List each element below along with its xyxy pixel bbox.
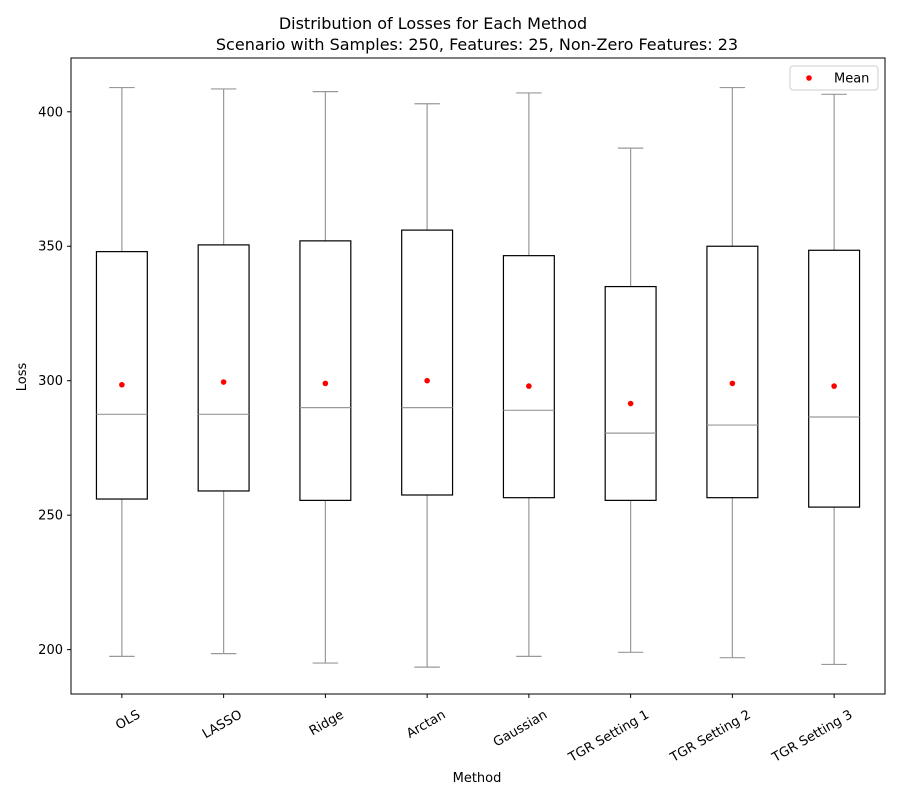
y-tick-label: 350: [38, 240, 63, 255]
legend: Mean: [789, 65, 879, 91]
mean-marker: [220, 379, 227, 385]
box-group: [604, 147, 657, 653]
box-group: [502, 92, 555, 657]
box-group: [299, 91, 352, 664]
box: [808, 249, 861, 508]
plot-frame: [70, 57, 886, 695]
mean-marker: [627, 400, 634, 407]
legend-frame: [789, 65, 879, 91]
box: [502, 255, 555, 499]
y-axis-label: Loss: [15, 363, 30, 392]
y-tick-label: 400: [38, 105, 63, 120]
y-tick-label: 300: [38, 374, 63, 389]
chart-subtitle: Scenario with Samples: 250, Features: 25…: [216, 35, 738, 54]
box: [706, 245, 759, 499]
mean-marker: [424, 377, 430, 384]
box: [95, 251, 148, 500]
mean-marker: [831, 383, 837, 389]
x-axis-label: Method: [453, 771, 502, 786]
box-group: [197, 88, 250, 655]
box-group: [808, 93, 861, 666]
box: [401, 229, 454, 496]
box-group: [95, 86, 148, 657]
box: [299, 240, 352, 501]
mean-marker: [322, 380, 329, 387]
box: [604, 285, 657, 501]
box-group: [401, 103, 454, 668]
legend-label-mean: Mean: [834, 72, 869, 87]
y-tick-label: 250: [38, 509, 63, 524]
mean-marker: [729, 380, 736, 387]
box-group: [706, 86, 759, 659]
mean-marker: [526, 383, 532, 389]
legend-mean-marker: [806, 75, 812, 81]
y-tick-label: 200: [38, 643, 63, 658]
chart-title: Distribution of Losses for Each Method: [279, 14, 587, 33]
mean-marker: [119, 381, 125, 388]
box: [197, 244, 250, 492]
